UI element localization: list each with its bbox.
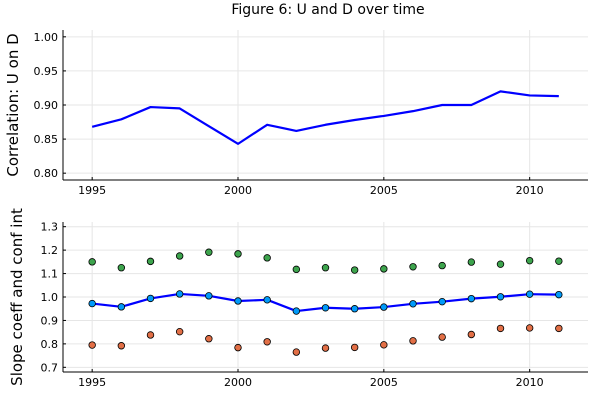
slope-y-tick-label: 1.3 xyxy=(41,221,59,234)
slope-series-0-point xyxy=(496,293,505,301)
slope-series-1-point xyxy=(525,256,534,265)
slope-series-1-point xyxy=(292,265,301,274)
slope-series-2-point xyxy=(175,327,184,336)
correlation-grid xyxy=(63,30,588,180)
slope-series-0-point xyxy=(555,290,563,299)
slope-series-2-point xyxy=(496,324,505,333)
correlation-ticks: 1995 2000 2005 2010 0.80 0.85 0.90 0.95 1.00 xyxy=(34,31,544,197)
slope-series-1-point xyxy=(555,257,563,265)
correlation-y-tick-label: 0.95 xyxy=(34,65,59,78)
correlation-y-tick-label: 0.85 xyxy=(34,133,59,146)
slope-series-2-point xyxy=(321,344,330,352)
slope-x-tick-label: 2005 xyxy=(370,376,398,389)
slope-series-1-point xyxy=(409,263,417,271)
slope-series-0-point xyxy=(146,294,155,303)
slope-series-2-point xyxy=(88,341,96,349)
correlation-marks xyxy=(91,90,559,145)
figure-title: Figure 6: U and D over time xyxy=(231,2,424,18)
slope-x-tick-label: 2000 xyxy=(224,376,252,389)
slope-series-2-point xyxy=(117,342,126,350)
slope-series-1-point xyxy=(496,260,505,268)
slope-series-0-point xyxy=(321,304,330,312)
slope-series-2-point xyxy=(380,341,388,349)
slope-series-2-point xyxy=(234,343,242,352)
slope-series-2-point xyxy=(438,333,446,341)
correlation-panel: 1995 2000 2005 2010 0.80 0.85 0.90 0.95 1.00 Cor… xyxy=(4,30,588,197)
correlation-series-0-line xyxy=(91,90,559,145)
slope-series-1-point xyxy=(234,250,242,258)
slope-y-label: Slope coeff and conf int xyxy=(8,208,26,386)
slope-series-0-point xyxy=(117,303,126,311)
slope-series-1-point xyxy=(175,252,184,260)
slope-series-0-point xyxy=(525,290,534,298)
slope-series-1-point xyxy=(263,254,271,262)
slope-series-1-point xyxy=(350,266,359,274)
slope-series-2-point xyxy=(555,324,563,333)
slope-series-2-point xyxy=(292,348,301,356)
slope-y-tick-label: 1.1 xyxy=(41,268,59,281)
slope-series-1-point xyxy=(467,258,476,266)
slope-series-1-point xyxy=(438,261,446,270)
slope-y-tick-label: 0.9 xyxy=(41,314,59,327)
slope-series-2-point xyxy=(467,330,476,339)
correlation-y-tick-label: 1.00 xyxy=(34,31,59,44)
slope-series-0-point xyxy=(88,299,96,308)
slope-series-0-point xyxy=(263,296,271,304)
correlation-x-tick-label: 1995 xyxy=(78,184,106,197)
slope-ticks: 1995 2000 2005 2010 0.7 0.8 0.9 1.0 1.1 1.2 1.3 xyxy=(41,221,544,389)
slope-series-1-point xyxy=(380,265,388,273)
slope-y-tick-label: 0.7 xyxy=(41,361,59,374)
slope-series-2-point xyxy=(350,343,359,352)
slope-panel: 1995 2000 2005 2010 0.7 0.8 0.9 1.0 1.1 1.2 1.3 Sl… xyxy=(8,208,588,389)
slope-series-0-point xyxy=(205,292,213,300)
slope-series-0-point xyxy=(467,294,476,303)
slope-y-tick-label: 1.2 xyxy=(41,244,59,257)
slope-x-tick-label: 2010 xyxy=(516,376,544,389)
slope-series-2-point xyxy=(525,324,534,332)
slope-series-0-point xyxy=(175,290,184,298)
slope-series-2-point xyxy=(263,338,271,346)
slope-series-0-point xyxy=(409,300,417,308)
slope-series-1-point xyxy=(117,264,126,272)
correlation-x-tick-label: 2005 xyxy=(370,184,398,197)
slope-series-2-point xyxy=(205,335,213,343)
slope-y-tick-label: 0.8 xyxy=(41,338,59,351)
correlation-y-label: Correlation: U on D xyxy=(4,33,22,176)
slope-series-1-point xyxy=(146,257,155,266)
slope-series-2-point xyxy=(146,331,155,339)
slope-series-0-point xyxy=(438,297,446,306)
slope-series-1-point xyxy=(205,248,213,256)
correlation-y-tick-label: 0.80 xyxy=(34,167,59,180)
slope-y-tick-label: 1.0 xyxy=(41,291,59,304)
slope-series-1-point xyxy=(88,258,96,266)
slope-series-0-point xyxy=(234,297,242,305)
correlation-y-tick-label: 0.90 xyxy=(34,99,59,112)
slope-series-0-point xyxy=(380,303,388,311)
slope-series-0-point xyxy=(292,307,301,315)
slope-marks xyxy=(88,248,563,356)
slope-series-1-point xyxy=(321,264,330,272)
slope-x-tick-label: 1995 xyxy=(78,376,106,389)
correlation-x-tick-label: 2010 xyxy=(516,184,544,197)
slope-series-0-point xyxy=(350,305,359,313)
slope-series-2-point xyxy=(409,337,417,345)
correlation-x-tick-label: 2000 xyxy=(224,184,252,197)
